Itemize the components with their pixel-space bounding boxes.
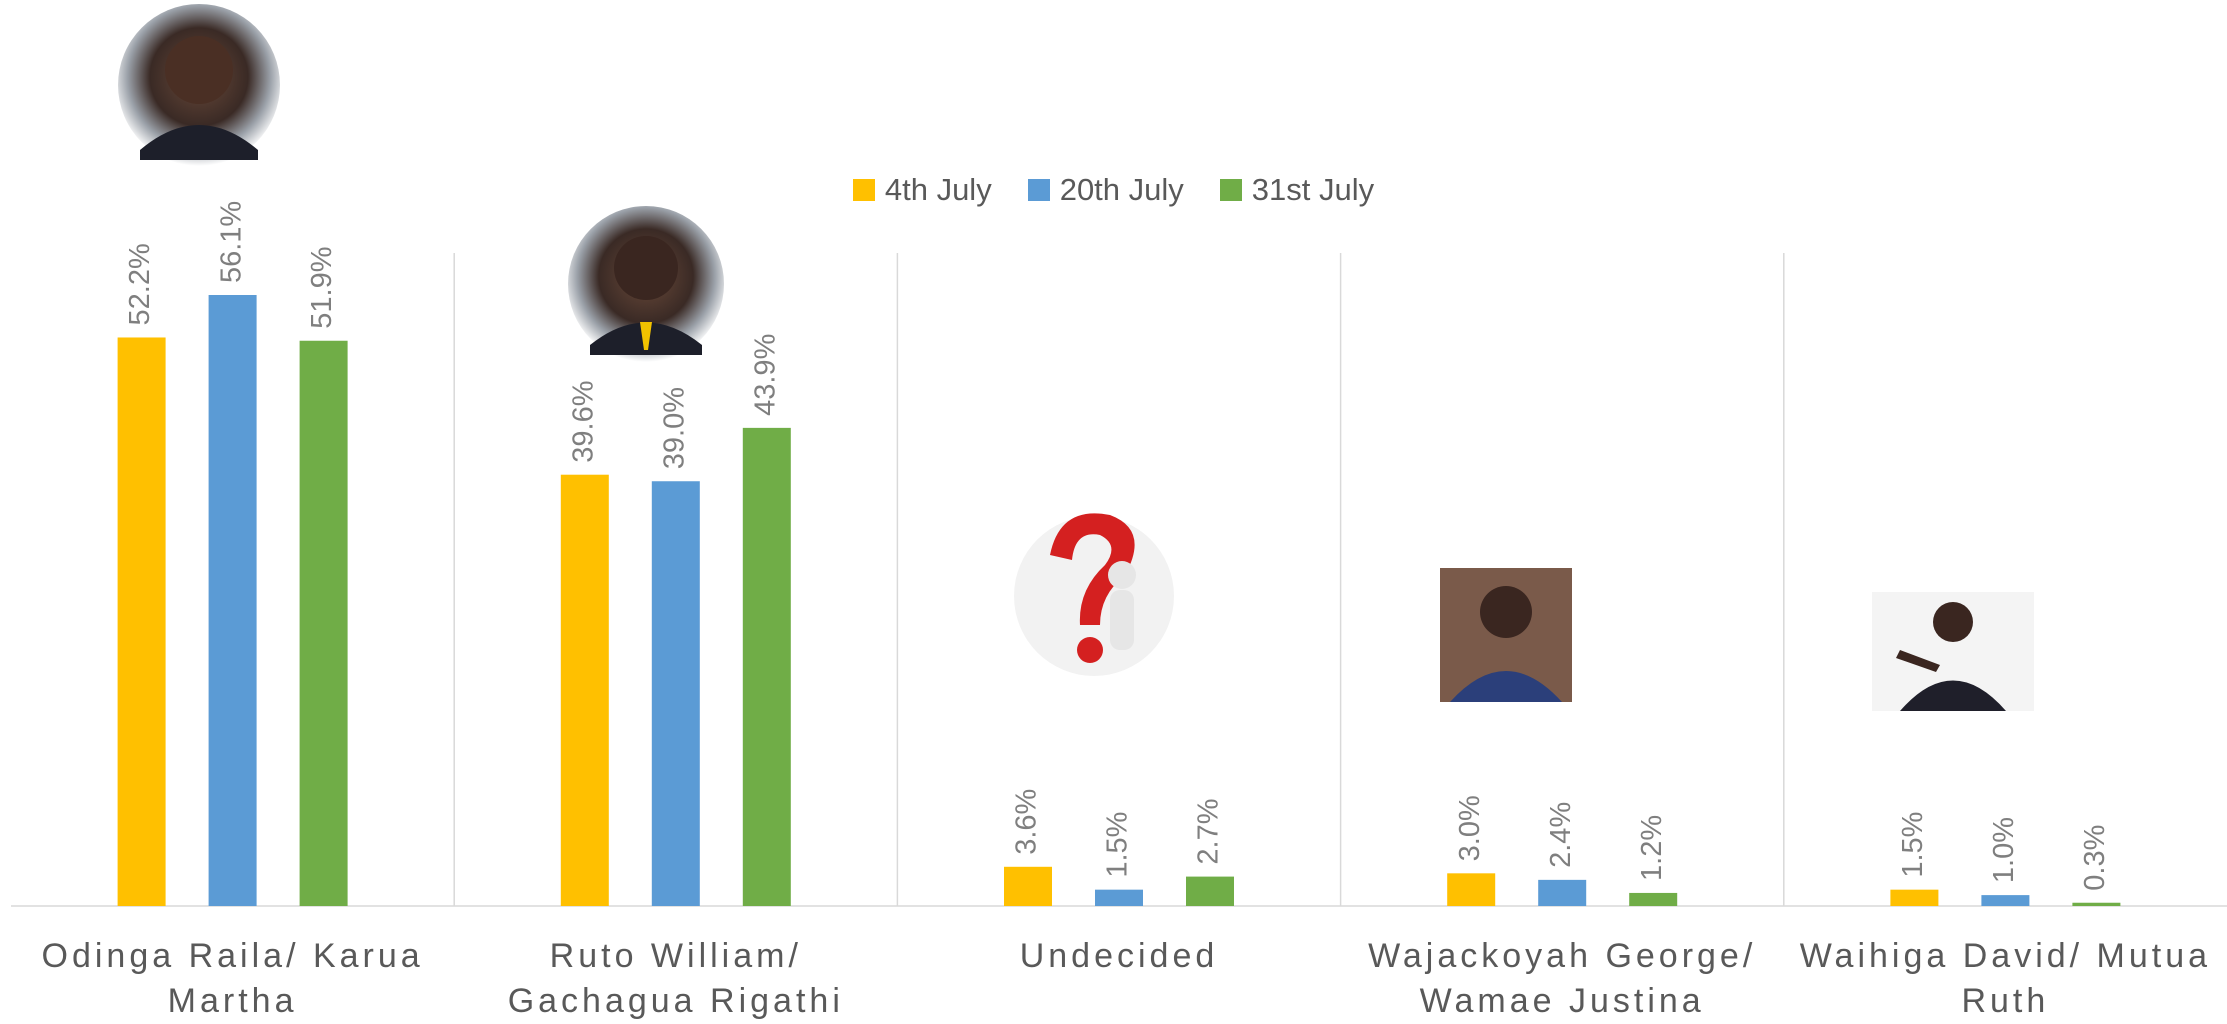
category-label: Odinga Raila/ Karua Martha [21,934,444,1024]
category-label: Waihiga David/ Mutua Ruth [1794,934,2217,1024]
question-icon [1014,513,1174,676]
category-label: Wajackoyah George/ Wamae Justina [1351,934,1774,1024]
bar [1186,877,1234,906]
bar [1629,893,1677,906]
value-label: 1.0% [1988,817,2020,883]
photo-wajackoyah [1440,568,1572,702]
value-label: 1.5% [1102,812,1134,878]
legend-item: 31st July [1220,172,1374,208]
value-label: 39.0% [658,387,690,469]
value-label: 3.0% [1454,795,1486,861]
photo-ruto [568,206,724,362]
value-label: 3.6% [1011,789,1043,855]
value-label: 56.1% [215,201,247,283]
value-label: 51.9% [306,247,338,329]
bar [209,295,257,906]
legend-swatch [1220,179,1242,201]
bar [1981,895,2029,906]
category-label: Ruto William/ Gachagua Rigathi [464,934,887,1024]
legend-swatch [1028,179,1050,201]
legend-item: 20th July [1028,172,1184,208]
bar [561,475,609,906]
legend: 4th July 20th July 31st July [0,172,2227,208]
value-label: 52.2% [124,243,156,325]
bar [1538,880,1586,906]
bar [2072,903,2120,906]
bar [1095,890,1143,906]
bar [300,341,348,906]
value-label: 43.9% [749,334,781,416]
legend-label: 4th July [885,172,992,208]
bar [1004,867,1052,906]
bar [652,481,700,906]
value-label: 1.5% [1897,812,1929,878]
chart: 52.2% 56.1% 51.9% 39.6% 39.0% 43.9% 3.6% 1.5% 2.… [0,0,2227,1024]
value-label: 2.4% [1545,802,1577,868]
value-label: 0.3% [2079,825,2111,891]
bar [1447,873,1495,906]
bar [743,428,791,906]
value-label: 1.2% [1636,815,1668,881]
photo-waihiga [1872,592,2034,711]
bar [1890,890,1938,906]
legend-swatch [853,179,875,201]
page: {"chart_data": {"type": "bar", "categori… [0,0,2227,1024]
value-label: 2.7% [1193,798,1225,864]
bar [118,337,166,906]
legend-label: 20th July [1060,172,1184,208]
legend-item: 4th July [853,172,992,208]
photo-odinga [118,4,280,166]
category-label: Undecided [907,934,1330,979]
legend-label: 31st July [1252,172,1374,208]
value-label: 39.6% [567,380,599,462]
